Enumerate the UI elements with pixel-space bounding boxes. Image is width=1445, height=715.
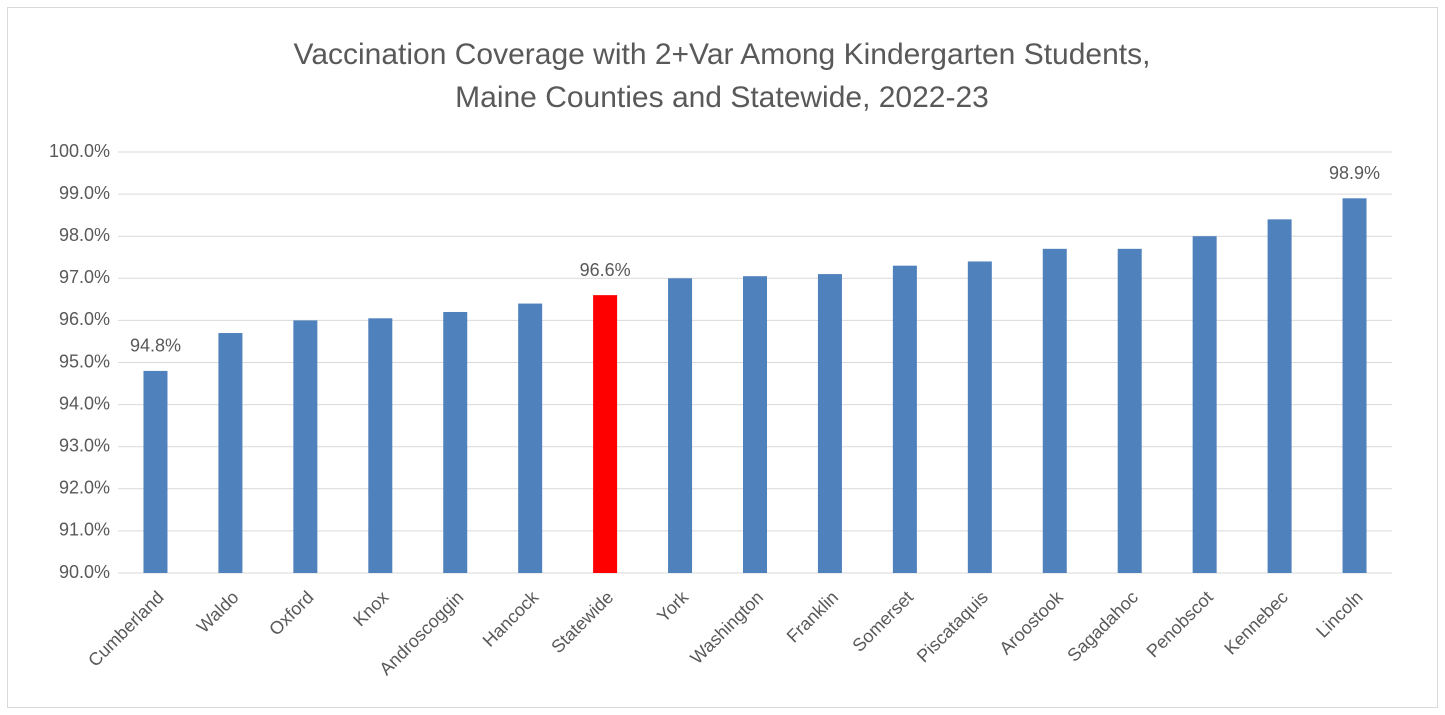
bar: [668, 278, 693, 573]
bar: [1267, 219, 1292, 574]
bar: [368, 318, 393, 573]
data-label: 94.8%: [130, 336, 181, 356]
bar: [218, 333, 243, 573]
bar: [293, 320, 318, 573]
bar: [443, 311, 468, 573]
y-tick-label: 92.0%: [59, 478, 110, 498]
bar: [892, 265, 917, 573]
y-tick-label: 90.0%: [59, 562, 110, 582]
y-tick-label: 96.0%: [59, 309, 110, 329]
y-tick-label: 95.0%: [59, 351, 110, 371]
bar: [1117, 248, 1142, 573]
bar: [143, 370, 168, 573]
bar: [967, 261, 992, 573]
chart-title: Maine Counties and Statewide, 2022-23: [455, 81, 989, 114]
y-tick-label: 97.0%: [59, 267, 110, 287]
bar: [1042, 248, 1067, 573]
y-tick-label: 93.0%: [59, 435, 110, 455]
y-tick-label: 91.0%: [59, 520, 110, 540]
bar: [1192, 236, 1217, 573]
data-label: 98.9%: [1329, 163, 1380, 183]
data-label: 96.6%: [580, 260, 631, 280]
bar: [743, 276, 767, 573]
bar: [817, 274, 842, 573]
bar: [518, 303, 543, 573]
y-tick-label: 100.0%: [49, 141, 110, 161]
y-tick-label: 99.0%: [59, 183, 110, 203]
chart-title: Vaccination Coverage with 2+Var Among Ki…: [294, 38, 1151, 71]
y-tick-label: 94.0%: [59, 393, 110, 413]
y-tick-label: 98.0%: [59, 225, 110, 245]
bar: [593, 295, 618, 573]
bar: [1342, 198, 1367, 573]
